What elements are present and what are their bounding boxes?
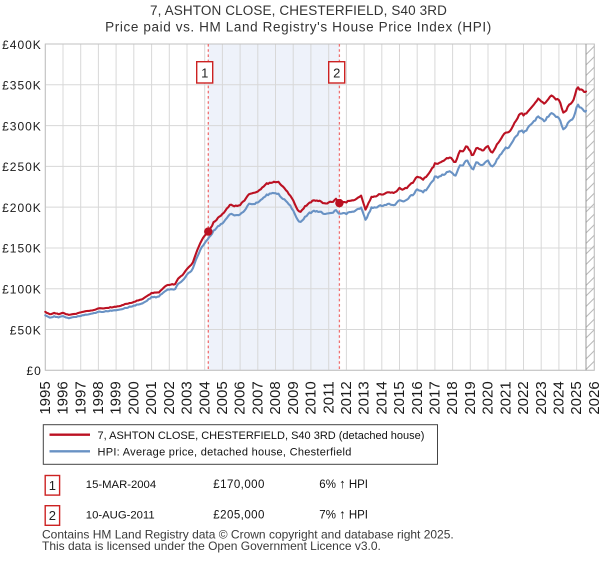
svg-text:15-MAR-2004: 15-MAR-2004 bbox=[86, 479, 156, 491]
svg-text:10-AUG-2011: 10-AUG-2011 bbox=[86, 509, 155, 521]
svg-text:2014: 2014 bbox=[373, 381, 390, 414]
svg-text:£205,000: £205,000 bbox=[213, 509, 265, 521]
svg-text:1995: 1995 bbox=[37, 381, 54, 414]
svg-text:This data is licensed under th: This data is licensed under the Open Gov… bbox=[42, 539, 381, 553]
svg-text:£0: £0 bbox=[26, 364, 41, 378]
svg-text:2006: 2006 bbox=[232, 381, 249, 414]
svg-text:Contains HM Land Registry data: Contains HM Land Registry data © Crown c… bbox=[42, 528, 454, 542]
svg-text:2010: 2010 bbox=[303, 381, 320, 414]
svg-text:£400K: £400K bbox=[2, 38, 42, 52]
svg-text:7, ASHTON CLOSE, CHESTERFIELD,: 7, ASHTON CLOSE, CHESTERFIELD, S40 3RD bbox=[150, 3, 447, 18]
svg-text:£170,000: £170,000 bbox=[213, 479, 265, 491]
svg-text:2: 2 bbox=[49, 508, 56, 523]
svg-text:1997: 1997 bbox=[72, 381, 89, 414]
svg-text:£250K: £250K bbox=[2, 160, 42, 174]
svg-text:2005: 2005 bbox=[214, 381, 231, 414]
svg-text:£200K: £200K bbox=[2, 201, 42, 215]
svg-text:2001: 2001 bbox=[143, 381, 160, 414]
svg-text:6% ↑ HPI: 6% ↑ HPI bbox=[319, 476, 368, 491]
svg-text:7, ASHTON CLOSE, CHESTERFIELD,: 7, ASHTON CLOSE, CHESTERFIELD, S40 3RD (… bbox=[98, 430, 425, 442]
svg-text:2018: 2018 bbox=[444, 381, 461, 414]
svg-text:HPI: Average price, detached h: HPI: Average price, detached house, Ches… bbox=[98, 446, 352, 458]
svg-text:2007: 2007 bbox=[249, 381, 266, 414]
svg-text:2013: 2013 bbox=[356, 381, 373, 414]
svg-text:£100K: £100K bbox=[2, 283, 42, 297]
svg-text:2004: 2004 bbox=[196, 381, 213, 414]
svg-text:2011: 2011 bbox=[320, 381, 337, 413]
svg-text:Price paid vs. HM Land Registr: Price paid vs. HM Land Registry's House … bbox=[105, 20, 492, 35]
svg-text:2026: 2026 bbox=[586, 381, 600, 414]
svg-text:1: 1 bbox=[201, 66, 208, 81]
svg-text:7% ↑ HPI: 7% ↑ HPI bbox=[319, 506, 368, 521]
svg-text:2020: 2020 bbox=[480, 381, 497, 414]
svg-text:2024: 2024 bbox=[551, 381, 568, 414]
svg-text:£150K: £150K bbox=[2, 242, 42, 256]
svg-text:2: 2 bbox=[333, 66, 340, 81]
svg-text:£300K: £300K bbox=[2, 119, 42, 133]
svg-text:2022: 2022 bbox=[515, 381, 532, 414]
svg-text:2012: 2012 bbox=[338, 381, 355, 414]
svg-text:1999: 1999 bbox=[108, 381, 125, 414]
svg-text:2023: 2023 bbox=[533, 381, 550, 414]
svg-text:1: 1 bbox=[49, 478, 56, 493]
svg-text:2003: 2003 bbox=[179, 381, 196, 414]
svg-text:2021: 2021 bbox=[497, 381, 514, 414]
svg-text:2025: 2025 bbox=[568, 381, 585, 414]
svg-text:2019: 2019 bbox=[462, 381, 479, 414]
svg-text:2008: 2008 bbox=[267, 381, 284, 414]
svg-text:2015: 2015 bbox=[391, 381, 408, 414]
svg-text:2009: 2009 bbox=[285, 381, 302, 414]
svg-text:£350K: £350K bbox=[2, 79, 42, 93]
svg-text:2000: 2000 bbox=[125, 381, 142, 414]
svg-text:2017: 2017 bbox=[427, 381, 444, 414]
svg-text:1998: 1998 bbox=[90, 381, 107, 414]
svg-text:£50K: £50K bbox=[10, 323, 42, 337]
svg-text:2002: 2002 bbox=[161, 381, 178, 414]
svg-text:1996: 1996 bbox=[55, 381, 72, 414]
svg-text:2016: 2016 bbox=[409, 381, 426, 414]
